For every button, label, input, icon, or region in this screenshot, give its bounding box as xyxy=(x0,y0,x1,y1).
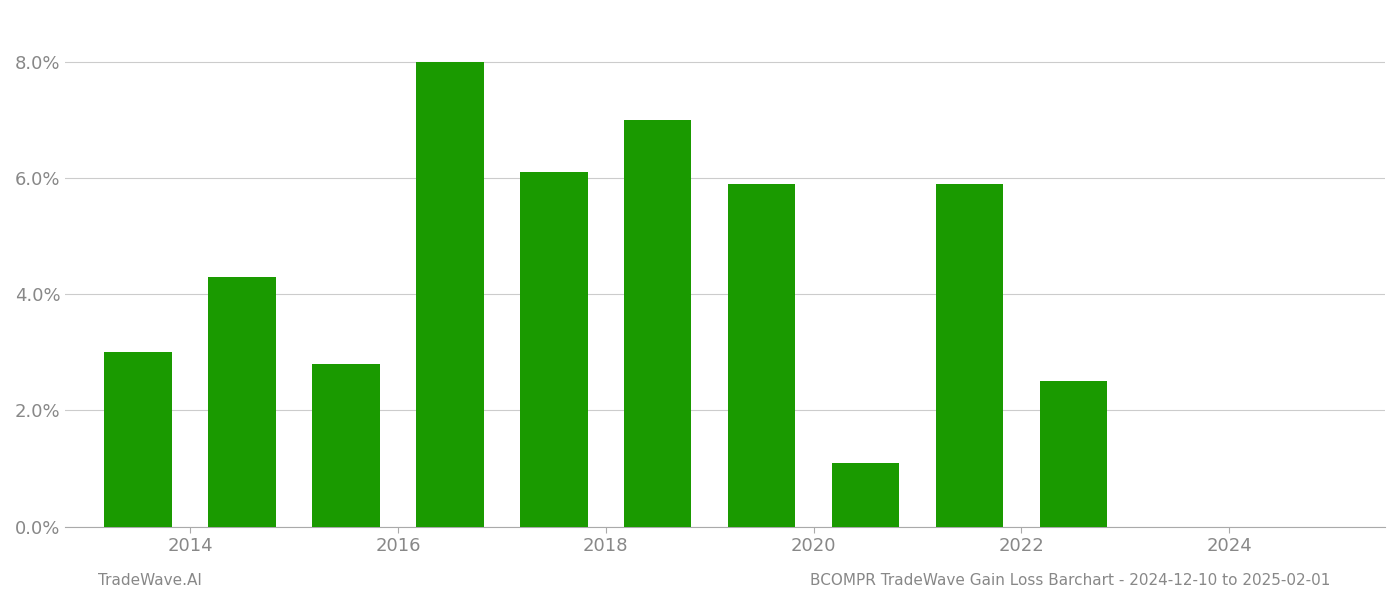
Bar xyxy=(624,119,692,527)
Text: BCOMPR TradeWave Gain Loss Barchart - 2024-12-10 to 2025-02-01: BCOMPR TradeWave Gain Loss Barchart - 20… xyxy=(809,573,1330,588)
Bar xyxy=(416,62,483,527)
Bar xyxy=(832,463,899,527)
Bar xyxy=(312,364,379,527)
Bar xyxy=(519,172,588,527)
Bar xyxy=(728,184,795,527)
Bar xyxy=(935,184,1004,527)
Text: TradeWave.AI: TradeWave.AI xyxy=(98,573,202,588)
Bar xyxy=(1040,381,1107,527)
Bar xyxy=(209,277,276,527)
Bar xyxy=(105,352,172,527)
